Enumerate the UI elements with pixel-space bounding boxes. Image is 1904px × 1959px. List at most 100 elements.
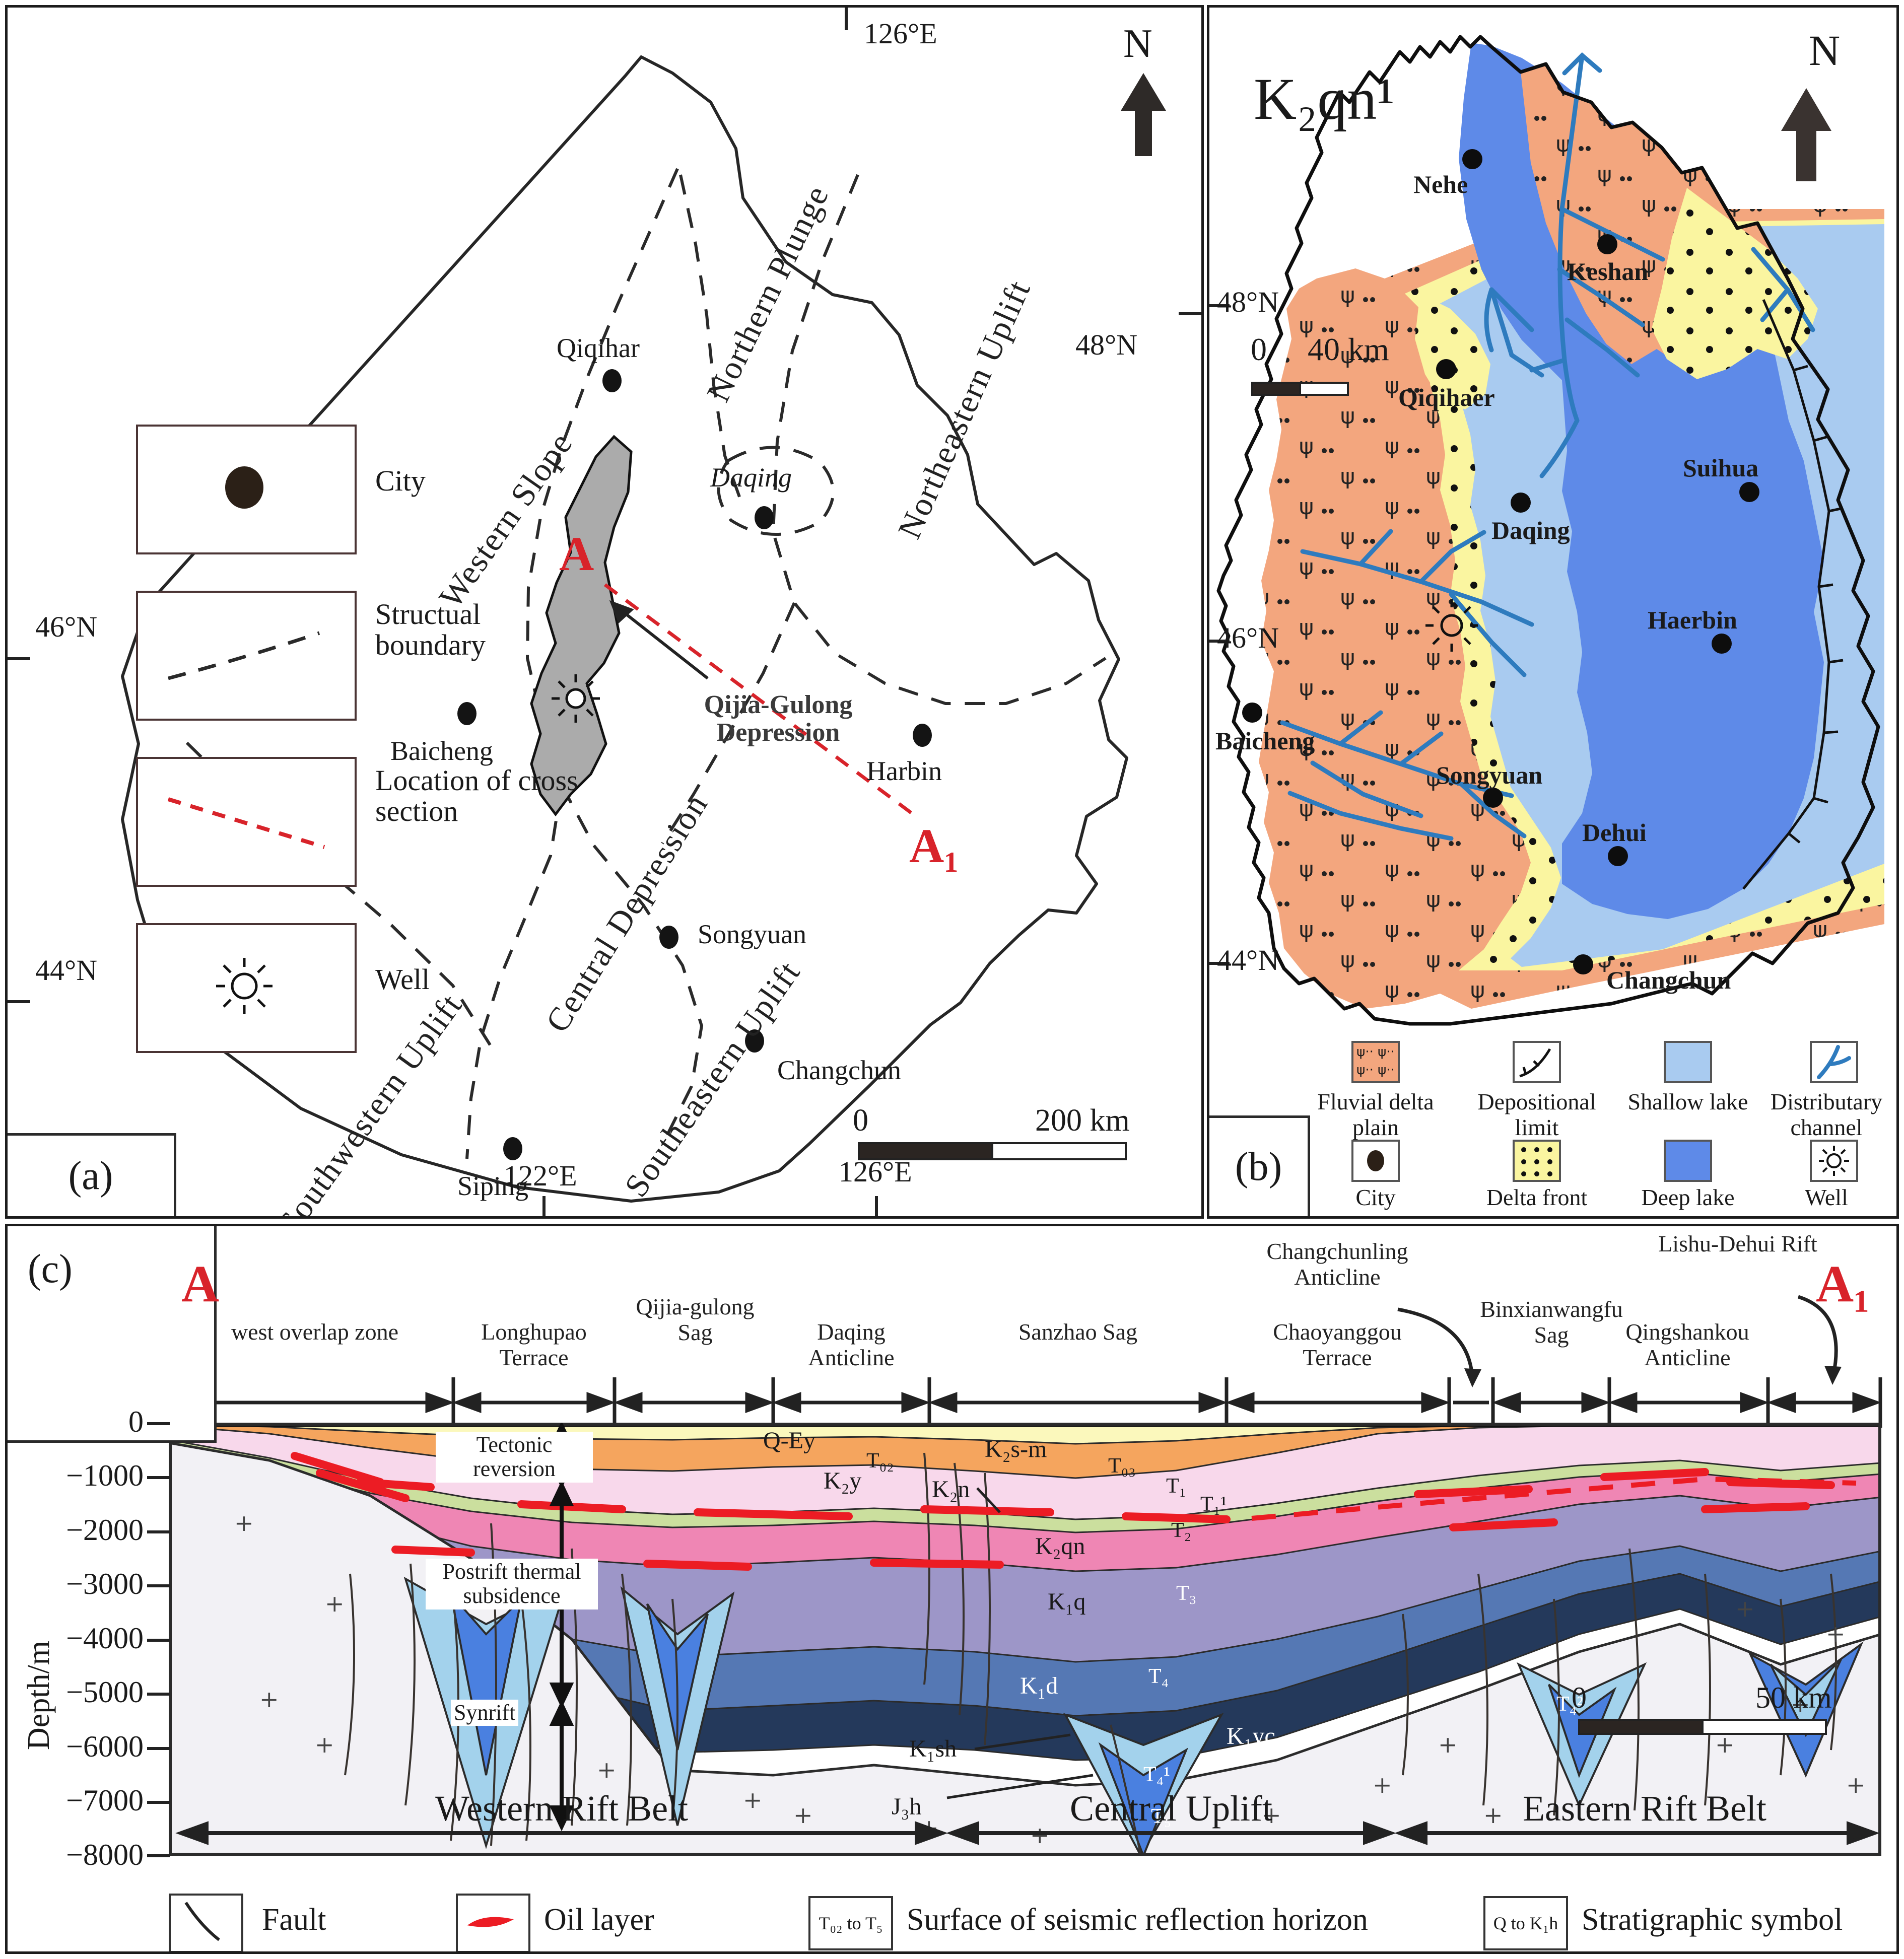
svg-text:+: + [793,1801,813,1829]
lon-top-label: 126°E [864,17,937,50]
svg-text:+: + [1846,1771,1866,1798]
section-c-marker-a1: A₁ [1816,1255,1870,1313]
distributary-channels [1280,52,1815,841]
depression-label: Qijia-Gulong Depression [704,690,853,747]
belt-western: Western Rift Belt [435,1788,689,1829]
svg-text:+: + [1715,1731,1735,1758]
panel-a-map-svg [8,8,1201,1216]
legend-horizon-box: T₀₂ to T₅ [808,1896,893,1950]
panel-c-tag: (c) [8,1226,217,1443]
legend-swatch-delta-front [1513,1140,1561,1182]
legend-box-cross-section [136,757,357,887]
legend-swatch-dep-limit [1513,1041,1561,1083]
svg-text:+: + [597,1756,617,1783]
svg-text:+: + [234,1509,254,1536]
lat-44-label: 44°N [35,954,98,987]
tick-5000: −5000 [66,1675,144,1709]
zone-qingshankou: Qingshankou Anticline [1625,1319,1749,1370]
legend-label-city-b: City [1355,1184,1396,1210]
panel-c-cross-section: +++ +++ +++ +++ +++ +++ [5,1224,1899,1954]
basin-outline-b [1216,35,1880,1026]
strat-t5: T₅ [1151,1805,1172,1828]
city-changchun-a: Changchun [777,1055,901,1085]
belt-central: Central Uplift [1070,1788,1272,1829]
strat-k2n: K₂n [932,1476,970,1503]
lat-46-b: 46°N [1217,621,1279,654]
legend-label-dep-limit: Depositional limit [1477,1089,1596,1140]
oil-layers [291,1452,1835,1571]
north-label-b: N [1809,26,1841,75]
zone-chaoyanggou: Chaoyanggou Terrace [1273,1319,1402,1370]
tick-1000: −1000 [66,1459,144,1492]
tick-6000: −6000 [66,1730,144,1763]
north-arrow-icon-b [1781,88,1831,181]
strat-t1-1: T₁¹ [1200,1493,1227,1516]
tick-0: 0 [128,1405,144,1438]
tick-8000: −8000 [66,1838,144,1871]
zone-pointer-heads [1464,1366,1842,1387]
annotation-postrift: Postrift thermal subsidence [426,1559,598,1610]
lat-46-label: 46°N [35,610,98,643]
legend-oil-box [456,1894,530,1951]
legend-label-well-b: Well [1805,1184,1848,1210]
strat-k1sh: K₁sh [909,1735,957,1762]
city-changchun-b: Changchun [1606,966,1731,994]
legend-oil-label: Oil layer [544,1903,654,1937]
section-marker-a: A [559,527,594,581]
legend-label-cross-section: Location of cross section [375,764,578,827]
legend-fault-label: Fault [262,1903,326,1937]
city-songyuan-b: Songyuan [1436,761,1543,789]
scale-max-b: 40 km [1308,331,1389,367]
strat-k1yc: K₁yc [1227,1723,1275,1750]
depression-pointer-arrow [609,600,709,680]
legend-swatch-channel [1810,1041,1858,1083]
lat-44-b: 44°N [1217,944,1279,976]
city-harbin: Harbin [866,756,942,786]
svg-text:+: + [743,1786,763,1813]
belt-arrows [175,1821,1880,1845]
north-arrow-icon [1121,73,1166,156]
svg-text:+: + [259,1686,279,1713]
legend-label-channel: Distributary channel [1770,1089,1883,1140]
strat-t2: T₂ [1171,1519,1192,1542]
city-qiqihar: Qiqihar [557,333,640,363]
zone-changchunling: Changchunling Anticline [1266,1238,1408,1290]
legend-label-shallow: Shallow lake [1627,1089,1748,1114]
legend-label-deep: Deep lake [1641,1184,1735,1210]
svg-text:+: + [1735,1595,1755,1622]
legend-box-boundary [136,591,357,721]
city-siping: Siping [457,1171,529,1201]
panel-a-structural-map: City Structual boundary Location of cros… [5,5,1204,1219]
svg-text:+: + [1438,1731,1458,1758]
city-qiqihaer: Qiqihaer [1398,383,1495,411]
zone-lishu-dehui: Lishu-Dehui Rift [1658,1231,1817,1256]
legend-label-well: Well [375,963,430,996]
section-marker-a1: A₁ [909,819,959,873]
zone-qijia-gulong: Qijia-gulong Sag [636,1294,755,1345]
scale-max-a: 200 km [1035,1103,1130,1138]
svg-text:+: + [1262,1801,1281,1829]
strat-t02: T₀₂ [866,1449,894,1473]
scale-zero-b: 0 [1251,331,1267,367]
cross-section-line [603,583,915,816]
city-nehe: Nehe [1413,170,1468,198]
strat-k1q: K₁q [1048,1588,1086,1615]
city-daqing-a: Daqing [710,462,792,493]
panel-b-title: K₂qn¹ [1254,66,1395,132]
strat-k2qn: K₂qn [1035,1533,1085,1560]
zone-binxianwangfu: Binxianwangfu Sag [1480,1296,1623,1348]
legend-fault-box [169,1894,243,1951]
city-haerbin: Haerbin [1648,606,1737,634]
legend-label-city: City [375,464,426,497]
zone-header-arrows [172,1377,1882,1428]
annotation-synrift: Synrift [451,1700,519,1726]
zone-sanzhao: Sanzhao Sag [1018,1319,1138,1345]
strat-t3: T₃ [1176,1582,1197,1605]
legend-swatch-well [1810,1140,1858,1182]
scale-bar-c [1578,1719,1827,1735]
svg-text:+: + [325,1590,345,1617]
scale-bar-b [1251,382,1349,396]
legend-label-delta-front: Delta front [1486,1184,1588,1210]
legend-label-fluvial: Fluvial delta plain [1317,1089,1434,1140]
